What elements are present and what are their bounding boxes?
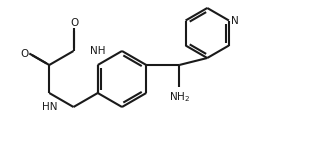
Text: O: O (21, 49, 29, 59)
Text: NH: NH (90, 46, 105, 56)
Text: O: O (70, 18, 79, 28)
Text: NH$_2$: NH$_2$ (169, 90, 190, 104)
Text: HN: HN (42, 102, 58, 112)
Text: N: N (231, 16, 239, 25)
